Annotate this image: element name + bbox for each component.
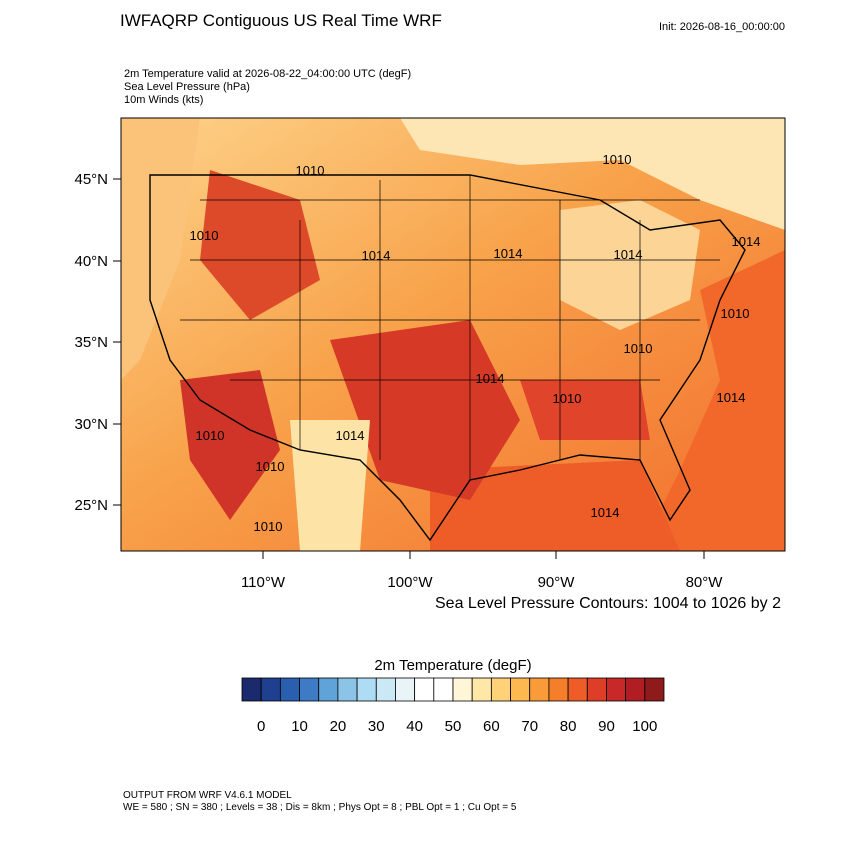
footer-line: OUTPUT FROM WRF V4.6.1 MODEL [123, 790, 292, 801]
title: IWFAQRP Contiguous US Real Time WRF [120, 11, 442, 30]
colorbar-label: 80 [560, 718, 577, 735]
colorbar-label: 50 [445, 718, 462, 735]
colorbar-box [452, 677, 473, 702]
contour-label: 1010 [553, 391, 582, 406]
colorbar-box [241, 677, 262, 702]
contour-label: 1014 [732, 234, 761, 249]
colorbar-box [490, 677, 511, 702]
colorbar-label: 20 [330, 718, 347, 735]
colorbar-title: 2m Temperature (degF) [374, 657, 531, 674]
map-area [121, 118, 785, 551]
colorbar-box [414, 677, 435, 702]
lat-label: 45°N [74, 171, 108, 188]
colorbar-box [375, 677, 396, 702]
lat-label: 30°N [74, 416, 108, 433]
lat-label: 25°N [74, 497, 108, 514]
colorbar-box [260, 677, 281, 702]
contour-label: 1010 [721, 306, 750, 321]
contour-label: 1010 [256, 459, 285, 474]
colorbar-box [548, 677, 569, 702]
lon-label: 90°W [538, 574, 576, 591]
contour-label: 1014 [336, 428, 365, 443]
contour-label: 1010 [190, 228, 219, 243]
colorbar-label: 60 [483, 718, 500, 735]
contour-note: Sea Level Pressure Contours: 1004 to 102… [435, 595, 781, 612]
contour-label: 1014 [717, 390, 746, 405]
colorbar-box [279, 677, 300, 702]
lat-label: 40°N [74, 253, 108, 270]
field-label: 10m Winds (kts) [124, 94, 203, 106]
colorbar-label: 90 [598, 718, 615, 735]
contour-label: 1010 [254, 519, 283, 534]
colorbar-box [529, 677, 550, 702]
contour-label: 1010 [196, 428, 225, 443]
contour-label: 1010 [624, 341, 653, 356]
colorbar-box [299, 677, 320, 702]
lon-label: 80°W [686, 574, 724, 591]
colorbar-box [471, 677, 492, 702]
colorbar-box [625, 677, 646, 702]
field-label: 2m Temperature valid at 2026-08-22_04:00… [124, 68, 411, 80]
contour-label: 1014 [614, 247, 643, 262]
contour-label: 1014 [362, 248, 391, 263]
lon-label: 110°W [241, 574, 286, 591]
colorbar-box [356, 677, 377, 702]
colorbar-box [337, 677, 358, 702]
contour-label: 1010 [296, 163, 325, 178]
field-label: Sea Level Pressure (hPa) [124, 81, 250, 93]
colorbar-box [395, 677, 416, 702]
colorbar-label: 10 [291, 718, 308, 735]
colorbar-label: 0 [257, 718, 265, 735]
lat-label: 35°N [74, 334, 108, 351]
init-time: Init: 2026-08-16_00:00:00 [659, 21, 785, 33]
colorbar-box [318, 677, 339, 702]
footer-line: WE = 580 ; SN = 380 ; Levels = 38 ; Dis … [123, 802, 517, 813]
lon-label: 100°W [387, 574, 433, 591]
colorbar-box [433, 677, 454, 702]
contour-label: 1014 [494, 246, 523, 261]
colorbar-label: 70 [521, 718, 538, 735]
colorbar-box [606, 677, 627, 702]
contour-label: 1014 [476, 371, 505, 386]
colorbar-box [586, 677, 607, 702]
colorbar-box [644, 677, 665, 702]
contour-label: 1010 [603, 152, 632, 167]
colorbar-label: 40 [406, 718, 423, 735]
colorbar-label: 100 [632, 718, 657, 735]
colorbar-box [567, 677, 588, 702]
contour-label: 1014 [591, 505, 620, 520]
colorbar-label: 30 [368, 718, 385, 735]
colorbar-box [510, 677, 531, 702]
